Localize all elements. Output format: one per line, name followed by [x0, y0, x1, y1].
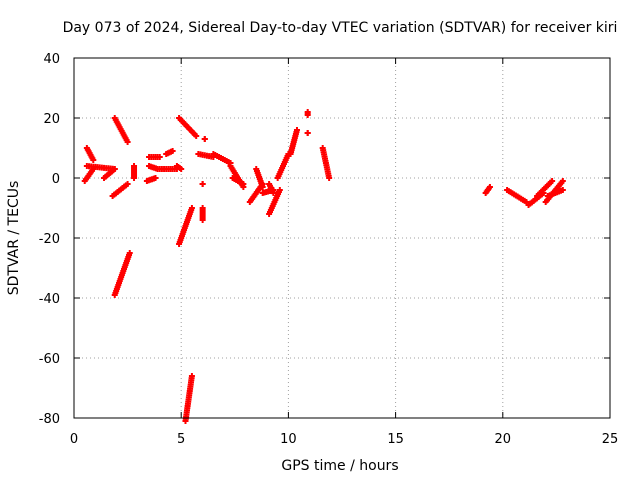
data-point: [201, 136, 208, 142]
data-point: [131, 175, 138, 181]
y-tick-labels: -80 -60 -40 -20 0 20 40: [39, 52, 60, 427]
data-point: [559, 178, 566, 184]
data-point: [156, 154, 163, 160]
y-tick-label: -60: [39, 352, 60, 367]
y-tick-label: -40: [39, 292, 60, 307]
data-point: [90, 157, 97, 163]
data-point: [126, 250, 133, 256]
data-point: [486, 184, 493, 190]
data-point: [124, 139, 131, 145]
x-axis-label: GPS time / hours: [281, 458, 398, 474]
data-point: [270, 190, 277, 196]
data-point: [559, 187, 566, 193]
data-point: [326, 175, 333, 181]
x-tick-label: 10: [280, 432, 297, 447]
x-tick-labels: 0 5 10 15 20 25: [70, 432, 618, 447]
data-point: [240, 181, 247, 187]
axis-ticks: [73, 57, 611, 419]
data-point: [304, 109, 311, 115]
data-point: [549, 178, 556, 184]
x-tick-label: 0: [70, 432, 78, 447]
data-point: [259, 184, 266, 190]
y-tick-label: -20: [39, 232, 60, 247]
data-point: [199, 181, 206, 187]
y-tick-label: 40: [43, 52, 60, 67]
data-point: [169, 148, 176, 154]
data-point: [276, 187, 283, 193]
data-point: [188, 373, 195, 379]
x-tick-label: 25: [602, 432, 619, 447]
data-point: [111, 166, 118, 172]
data-point: [124, 181, 131, 187]
data-point: [199, 217, 206, 223]
data-point: [293, 127, 300, 133]
data-point: [188, 205, 195, 211]
y-tick-label: 0: [52, 172, 60, 187]
y-tick-label: 20: [43, 112, 60, 127]
y-axis-label: SDTVAR / TECUs: [6, 181, 22, 296]
data-point: [304, 130, 311, 136]
chart-title: Day 073 of 2024, Sidereal Day-to-day VTE…: [63, 20, 618, 36]
data-point: [152, 175, 159, 181]
data-point: [193, 133, 200, 139]
grid-lines: [74, 58, 610, 418]
x-tick-label: 15: [387, 432, 404, 447]
x-tick-label: 20: [495, 432, 512, 447]
data-point: [178, 166, 185, 172]
y-tick-label: -80: [39, 412, 60, 427]
x-tick-label: 5: [177, 432, 185, 447]
data-points: [81, 109, 566, 424]
